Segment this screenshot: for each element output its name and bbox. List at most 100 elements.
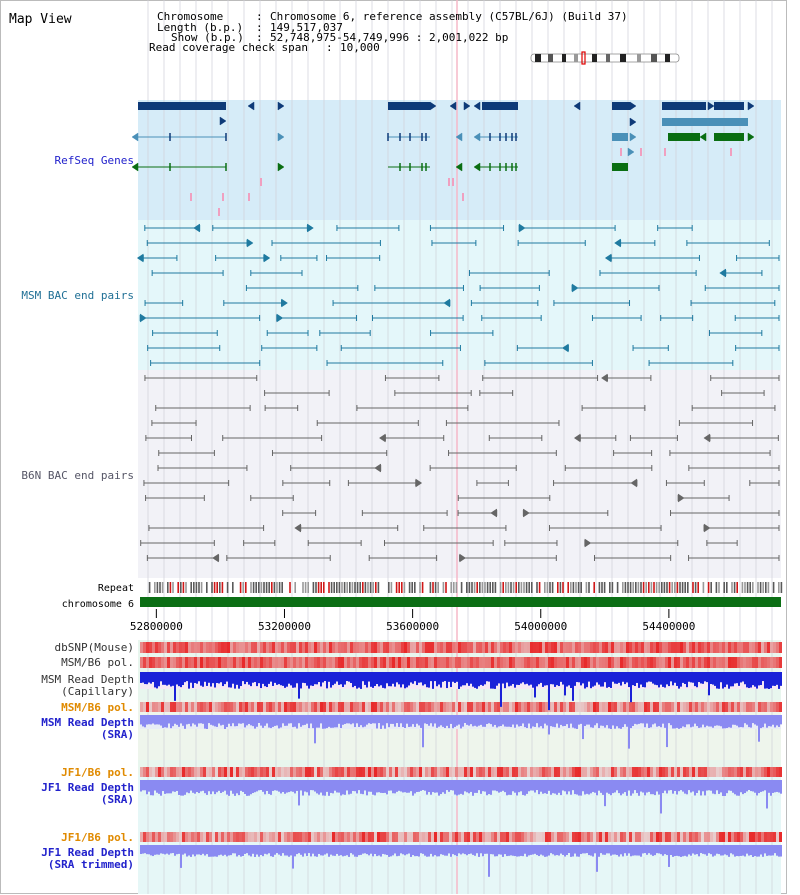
jf1-sra-depth-bar (574, 780, 576, 795)
ideogram-position-marker[interactable] (581, 51, 586, 65)
msm-capillary-depth-bar (164, 672, 166, 685)
refseq-variant-mark (452, 178, 454, 186)
jf1-sra-depth-bar (328, 780, 330, 796)
msm-bac-label[interactable]: MSM BAC end pairs (21, 289, 134, 302)
repeat-element (154, 582, 156, 593)
repeat-element (364, 582, 367, 593)
jf1-sra-depth-bar (778, 780, 780, 793)
gene-exon-block[interactable] (388, 102, 430, 110)
gene-exon-block[interactable] (612, 133, 628, 141)
msm-capillary-depth-bar (442, 672, 444, 682)
jf1-trimmed-depth-bar (446, 845, 448, 856)
msm-sra-depth-bar (186, 715, 188, 725)
dbsnp-cell (539, 642, 542, 653)
msm-capillary-depth-bar (270, 672, 272, 682)
msm-capillary-depth-bar (598, 672, 600, 685)
msm-sra-depth-bar (204, 715, 206, 729)
msm-capillary-depth-bar (200, 672, 202, 686)
msm-b6-pol-cell (383, 657, 386, 668)
msm-b6-pol-cell (503, 702, 506, 712)
jf1-trimmed-depth-bar (170, 845, 172, 854)
jf1-b6-pol-cell (155, 767, 158, 777)
gene-exon-block[interactable] (662, 118, 748, 126)
jf1-b6-pol-cell (605, 767, 608, 777)
msm-b6-pol-cell (563, 702, 566, 712)
msm-capillary-depth-bar (248, 672, 250, 685)
msm-b6-pol-cell (317, 657, 320, 668)
msm-capillary-depth-bar (462, 672, 464, 686)
msm-b6-pol-cell (269, 657, 272, 668)
msm-b6-pol-cell (257, 657, 260, 668)
msm-sra-depth-bar (496, 715, 498, 728)
jf1-trimmed-depth-bar (474, 845, 476, 856)
msm-sra-depth-bar (718, 715, 720, 726)
jf1-b6-pol-cell (452, 767, 455, 777)
msm-b6-pol-cell (707, 702, 710, 712)
show-value: 52,748,975-54,749,996 : 2,001,022 bp (270, 31, 508, 44)
msm-capillary-depth-bar (620, 672, 622, 686)
dbsnp-cell (179, 642, 182, 653)
jf1-b6-pol-cell (398, 832, 401, 842)
gene-exon-block[interactable] (482, 102, 518, 110)
msm-b6-pol-cell (608, 657, 611, 668)
jf1-sra-depth-bar (212, 780, 214, 792)
jf1-sra-depth-bar (572, 780, 574, 791)
jf1-b6-pol-cell (647, 832, 650, 842)
jf1-b6-pol-cell (188, 832, 191, 842)
msm-b6-pol-cell (227, 657, 230, 668)
msm-sra-depth-bar (384, 715, 386, 729)
jf1-sra-depth-bar (214, 780, 216, 795)
b6n-bac-label[interactable]: B6N BAC end pairs (21, 469, 134, 482)
msm-capillary-depth-bar (668, 672, 670, 687)
jf1-sra-depth-bar (722, 780, 724, 796)
msm-sra-depth-bar (586, 715, 588, 725)
jf1-b6-pol-cell (587, 767, 590, 777)
gene-exon-block[interactable] (714, 102, 744, 110)
gene-exon-block[interactable] (612, 163, 628, 171)
jf1-b6-pol-cell (557, 767, 560, 777)
jf1-b6-pol-cell (209, 832, 212, 842)
jf1-b6-pol-cell (287, 832, 290, 842)
chromosome-ideogram[interactable] (530, 51, 680, 65)
jf1-trimmed-depth-bar (450, 845, 452, 857)
msm-b6-pol-cell (374, 702, 377, 712)
gene-exon-block[interactable] (662, 102, 706, 110)
jf1-sra-depth-bar (646, 780, 648, 793)
refseq-genes-label[interactable]: RefSeq Genes (55, 154, 134, 167)
msm-sra-depth-bar (546, 715, 548, 726)
b6n-bac-track[interactable] (140, 373, 780, 563)
msm-capillary-depth-bar (520, 672, 522, 684)
msm-sra-depth-bar (684, 715, 686, 728)
repeat-element (635, 582, 637, 593)
gene-exon-block[interactable] (138, 102, 226, 110)
jf1-trimmed-depth-bar (530, 845, 532, 855)
msm-b6-pol-cell (278, 702, 281, 712)
msm-capillary-depth-bar (312, 672, 314, 686)
gene-exon-block[interactable] (714, 133, 744, 141)
msm-b6-pol-cell (254, 702, 257, 712)
repeat-element (481, 582, 484, 593)
jf1-trimmed-depth-bar (350, 845, 352, 854)
jf1-trimmed-depth-bar (274, 845, 276, 855)
msm-capillary-depth-bar (362, 672, 364, 682)
dbsnp-cell (602, 642, 605, 653)
dbsnp-cell (413, 642, 416, 653)
msm-b6-pol-cell (575, 702, 578, 712)
refseq-genes-track[interactable] (131, 101, 755, 216)
msm-sra-depth-bar (678, 715, 680, 729)
msm-bac-track[interactable] (136, 223, 780, 366)
msm-sra-depth-bar (556, 715, 558, 724)
repeat-element (351, 582, 354, 593)
msm-capillary-depth-bar (734, 672, 736, 684)
gene-exon-block[interactable] (612, 102, 630, 110)
msm-sra-depth-bar (254, 715, 256, 729)
msm-capillary-depth-bar (144, 672, 146, 685)
repeat-element (551, 582, 554, 593)
jf1-sra-depth-bar (252, 780, 254, 794)
chromosome-bar (140, 597, 781, 607)
gene-exon-block[interactable] (668, 133, 700, 141)
jf1-b6-pol-cell (542, 767, 545, 777)
jf1-sra-depth-bar (410, 780, 412, 792)
jf1-sra-depth-bar (408, 780, 410, 793)
msm-capillary-depth-bar (484, 672, 486, 685)
